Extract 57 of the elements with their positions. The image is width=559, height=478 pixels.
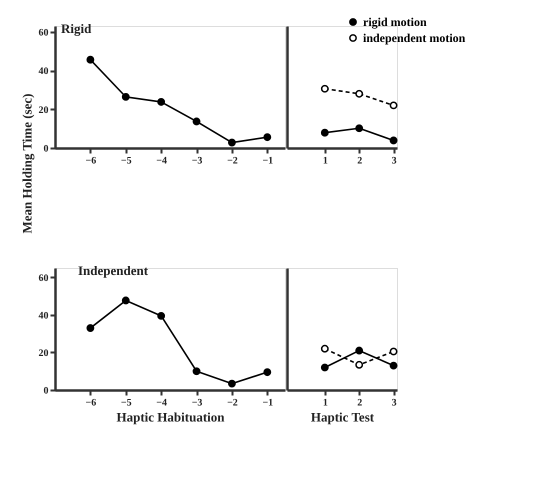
x-tick-label: −3 xyxy=(192,156,202,166)
point xyxy=(122,92,130,101)
x-tick-label: −2 xyxy=(227,398,238,408)
x-tick-label: −3 xyxy=(192,398,202,408)
point xyxy=(228,138,236,146)
y-tick-label: 20 xyxy=(38,104,48,116)
point xyxy=(355,90,364,98)
legend-label: rigid motion xyxy=(363,15,427,29)
point xyxy=(86,324,94,332)
x-tick-label: 3 xyxy=(392,398,397,408)
point xyxy=(390,136,398,144)
x-tick-label: 2 xyxy=(357,398,362,408)
y-tick-label: 40 xyxy=(38,66,48,78)
x-tick-label: 1 xyxy=(322,398,328,408)
x-tick-label: 2 xyxy=(357,156,362,166)
y-axis-title: Mean Holding Time (sec) xyxy=(20,94,34,234)
x-tick-label: −4 xyxy=(156,398,168,408)
x-tick-label: −6 xyxy=(86,398,96,408)
y-tick-label: 0 xyxy=(44,386,48,396)
x-tick-label: −1 xyxy=(262,156,274,166)
y-tick-label: 60 xyxy=(38,272,48,284)
y-tick-label: 20 xyxy=(38,348,48,359)
point xyxy=(228,380,236,388)
y-tick-label: 0 xyxy=(44,144,48,154)
x-axis-title: Haptic Test xyxy=(310,410,375,424)
x-tick-label: −6 xyxy=(86,156,96,166)
y-tick-label: 40 xyxy=(38,310,48,322)
point xyxy=(355,346,364,354)
x-tick-label: −1 xyxy=(262,398,274,408)
point xyxy=(263,133,272,142)
point xyxy=(157,98,166,106)
point xyxy=(355,124,364,132)
point xyxy=(390,348,398,356)
x-tick-label: 1 xyxy=(322,156,328,166)
x-tick-label: −2 xyxy=(227,156,238,166)
point xyxy=(355,360,364,369)
chart-title: Rigid xyxy=(61,21,92,36)
x-tick-label: −5 xyxy=(120,156,132,166)
point xyxy=(320,128,329,137)
point xyxy=(320,364,329,372)
x-tick-label: −5 xyxy=(120,398,132,408)
point xyxy=(157,312,166,320)
point xyxy=(192,118,200,126)
point xyxy=(192,367,200,376)
point xyxy=(320,344,329,353)
point xyxy=(390,362,398,370)
point xyxy=(122,296,130,304)
point xyxy=(390,101,398,110)
x-tick-label: 3 xyxy=(392,156,397,166)
x-tick-label: −4 xyxy=(156,156,168,166)
point xyxy=(263,368,272,376)
chart-title: Independent xyxy=(78,263,149,278)
y-tick-label: 60 xyxy=(38,27,48,38)
x-axis-title: Haptic Habituation xyxy=(116,410,226,424)
point xyxy=(320,84,329,93)
point xyxy=(86,56,94,64)
legend-label: independent motion xyxy=(363,31,466,45)
